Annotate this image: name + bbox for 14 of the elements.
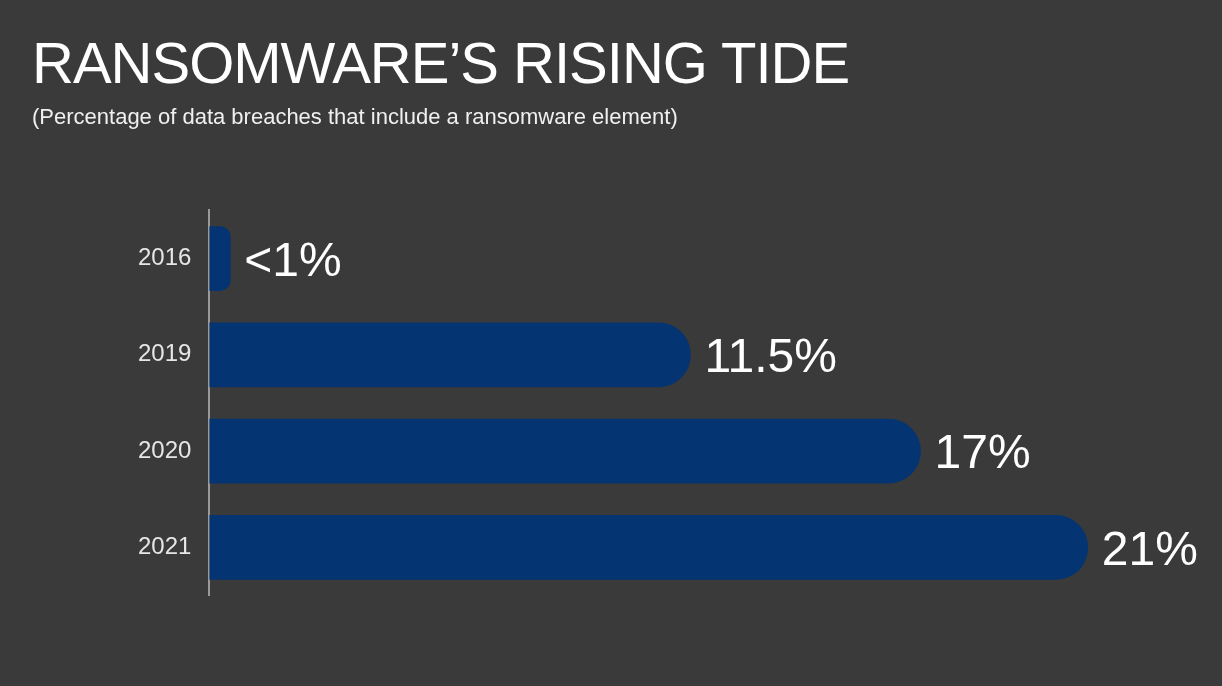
data-label: 21% — [1101, 521, 1198, 575]
data-label: 11.5% — [704, 329, 837, 383]
y-tick-label: 2021 — [138, 532, 192, 560]
y-tick-label: 2020 — [138, 435, 192, 463]
y-tick-label: 2016 — [138, 243, 192, 271]
bar — [209, 515, 1089, 580]
bar — [209, 226, 231, 291]
y-tick-label: 2019 — [138, 339, 192, 367]
data-label: 17% — [934, 425, 1031, 479]
chart-subtitle: (Percentage of data breaches that include a ransomware element) — [32, 104, 678, 130]
data-label: <1% — [244, 232, 342, 286]
bar — [209, 322, 691, 388]
chart-title: RANSOMWARE’S RISING TIDE — [32, 30, 850, 95]
bar — [209, 418, 921, 484]
